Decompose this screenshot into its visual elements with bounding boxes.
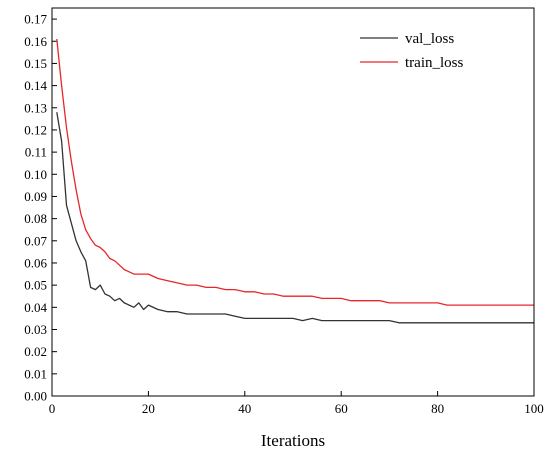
x-axis-ticks: 0 20 40 60 80 100 bbox=[49, 391, 544, 416]
plot-frame bbox=[51, 7, 535, 397]
x-tick-label: 0 bbox=[49, 401, 56, 416]
x-axis-title: Iterations bbox=[261, 431, 325, 450]
y-tick-label: 0.15 bbox=[24, 56, 47, 71]
x-tick-label: 60 bbox=[335, 401, 348, 416]
y-tick-label: 0.01 bbox=[24, 366, 47, 381]
y-tick-label: 0.05 bbox=[24, 278, 47, 293]
y-tick-label: 0.07 bbox=[24, 233, 47, 248]
y-tick-label: 0.08 bbox=[24, 211, 47, 226]
y-tick-label: 0.11 bbox=[25, 145, 47, 160]
x-tick-label: 20 bbox=[142, 401, 155, 416]
legend: val_loss train_loss bbox=[360, 31, 463, 71]
y-tick-label: 0.06 bbox=[24, 255, 47, 270]
y-tick-label: 0.04 bbox=[24, 300, 47, 315]
legend-label: train_loss bbox=[405, 55, 463, 71]
y-tick-label: 0.14 bbox=[24, 78, 47, 93]
series-line-train-loss bbox=[56, 38, 534, 306]
y-tick-label: 0.10 bbox=[24, 167, 47, 182]
series-line-val-loss bbox=[56, 112, 534, 324]
y-tick-label: 0.09 bbox=[24, 189, 47, 204]
series-lines bbox=[56, 38, 534, 324]
y-tick-label: 0.16 bbox=[24, 34, 47, 49]
y-tick-label: 0.00 bbox=[24, 389, 47, 404]
y-tick-label: 0.02 bbox=[24, 344, 47, 359]
y-tick-label: 0.12 bbox=[24, 122, 47, 137]
y-tick-label: 0.03 bbox=[24, 322, 47, 337]
y-tick-label: 0.17 bbox=[24, 12, 47, 27]
x-tick-label: 100 bbox=[524, 401, 544, 416]
y-tick-label: 0.13 bbox=[24, 100, 47, 115]
x-tick-label: 40 bbox=[238, 401, 251, 416]
x-tick-label: 80 bbox=[431, 401, 444, 416]
legend-label: val_loss bbox=[405, 31, 454, 47]
y-axis-ticks: 0.00 0.01 0.02 0.03 0.04 0.05 0.06 0.07 0.08 0.09… bbox=[24, 12, 57, 404]
